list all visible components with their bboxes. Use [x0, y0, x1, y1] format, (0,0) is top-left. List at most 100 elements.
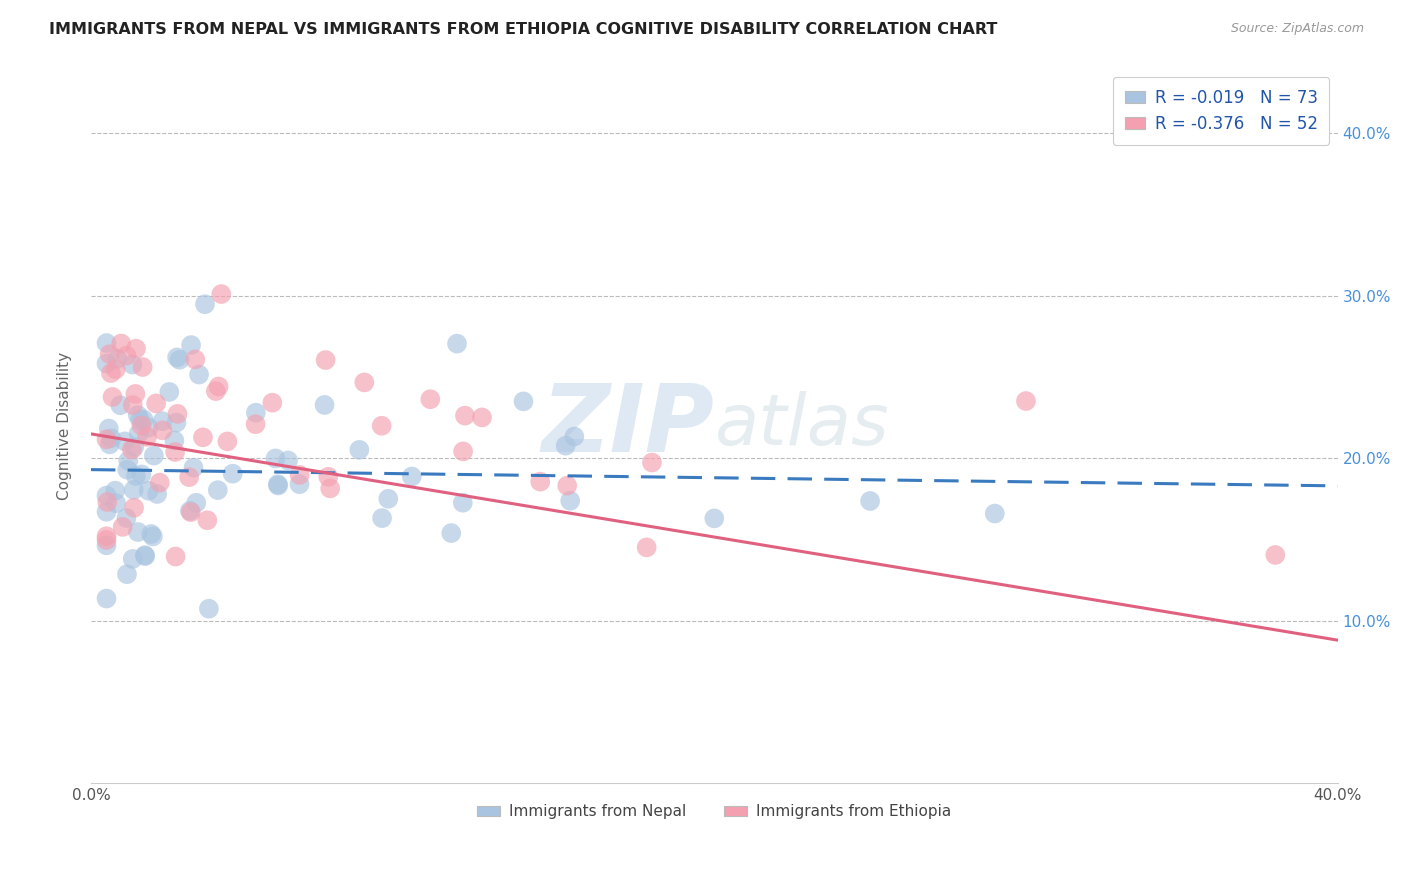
Point	[132, 412, 155, 426]
Point	[191, 430, 214, 444]
Point	[1264, 548, 1286, 562]
Point	[401, 469, 423, 483]
Point	[104, 362, 127, 376]
Point	[184, 352, 207, 367]
Point	[131, 467, 153, 482]
Point	[128, 426, 150, 441]
Point	[110, 398, 132, 412]
Point	[165, 445, 187, 459]
Point	[152, 414, 174, 428]
Point	[180, 338, 202, 352]
Point	[122, 483, 145, 497]
Point	[636, 541, 658, 555]
Point	[207, 483, 229, 497]
Point	[96, 336, 118, 351]
Point	[127, 408, 149, 422]
Point	[165, 416, 187, 430]
Point	[124, 387, 146, 401]
Point	[157, 384, 180, 399]
Point	[529, 475, 551, 489]
Point	[245, 417, 267, 432]
Point	[315, 353, 337, 368]
Point	[122, 500, 145, 515]
Point	[115, 463, 138, 477]
Point	[98, 437, 121, 451]
Point	[121, 398, 143, 412]
Point	[288, 477, 311, 491]
Point	[136, 430, 159, 444]
Text: ZIP: ZIP	[541, 380, 714, 472]
Point	[134, 549, 156, 563]
Point	[179, 504, 201, 518]
Point	[183, 460, 205, 475]
Point	[96, 489, 118, 503]
Point	[370, 418, 392, 433]
Point	[166, 407, 188, 421]
Point	[562, 429, 585, 443]
Point	[349, 442, 371, 457]
Point	[186, 496, 208, 510]
Point	[984, 507, 1007, 521]
Point	[198, 601, 221, 615]
Point	[131, 359, 153, 374]
Point	[217, 434, 239, 449]
Point	[142, 529, 165, 543]
Point	[267, 477, 290, 491]
Point	[100, 431, 122, 445]
Point	[353, 376, 375, 390]
Point	[859, 494, 882, 508]
Point	[115, 567, 138, 582]
Point	[419, 392, 441, 407]
Point	[96, 538, 118, 552]
Point	[101, 390, 124, 404]
Point	[222, 467, 245, 481]
Point	[512, 394, 534, 409]
Point	[262, 395, 284, 409]
Y-axis label: Cognitive Disability: Cognitive Disability	[58, 351, 72, 500]
Point	[122, 440, 145, 454]
Point	[96, 591, 118, 606]
Point	[180, 505, 202, 519]
Point	[129, 413, 152, 427]
Point	[208, 379, 231, 393]
Point	[163, 434, 186, 448]
Point	[560, 493, 582, 508]
Point	[96, 495, 118, 509]
Point	[121, 442, 143, 457]
Point	[314, 398, 336, 412]
Point	[641, 456, 664, 470]
Point	[110, 336, 132, 351]
Point	[277, 453, 299, 467]
Point	[267, 478, 290, 492]
Point	[377, 491, 399, 506]
Point	[554, 439, 576, 453]
Point	[195, 513, 218, 527]
Legend: Immigrants from Nepal, Immigrants from Ethiopia: Immigrants from Nepal, Immigrants from E…	[471, 798, 957, 825]
Point	[454, 409, 477, 423]
Text: IMMIGRANTS FROM NEPAL VS IMMIGRANTS FROM ETHIOPIA COGNITIVE DISABILITY CORRELATI: IMMIGRANTS FROM NEPAL VS IMMIGRANTS FROM…	[49, 22, 998, 37]
Text: Source: ZipAtlas.com: Source: ZipAtlas.com	[1230, 22, 1364, 36]
Point	[555, 478, 578, 492]
Point	[114, 434, 136, 449]
Point	[115, 349, 138, 363]
Point	[194, 297, 217, 311]
Point	[440, 526, 463, 541]
Point	[134, 548, 156, 562]
Point	[96, 505, 118, 519]
Point	[146, 487, 169, 501]
Point	[169, 352, 191, 367]
Point	[451, 496, 474, 510]
Point	[115, 511, 138, 525]
Point	[179, 470, 201, 484]
Point	[145, 396, 167, 410]
Point	[127, 524, 149, 539]
Point	[121, 358, 143, 372]
Point	[100, 366, 122, 380]
Point	[1015, 394, 1038, 409]
Point	[96, 529, 118, 543]
Point	[451, 444, 474, 458]
Point	[205, 384, 228, 398]
Point	[138, 420, 160, 434]
Point	[165, 549, 187, 564]
Point	[141, 527, 163, 541]
